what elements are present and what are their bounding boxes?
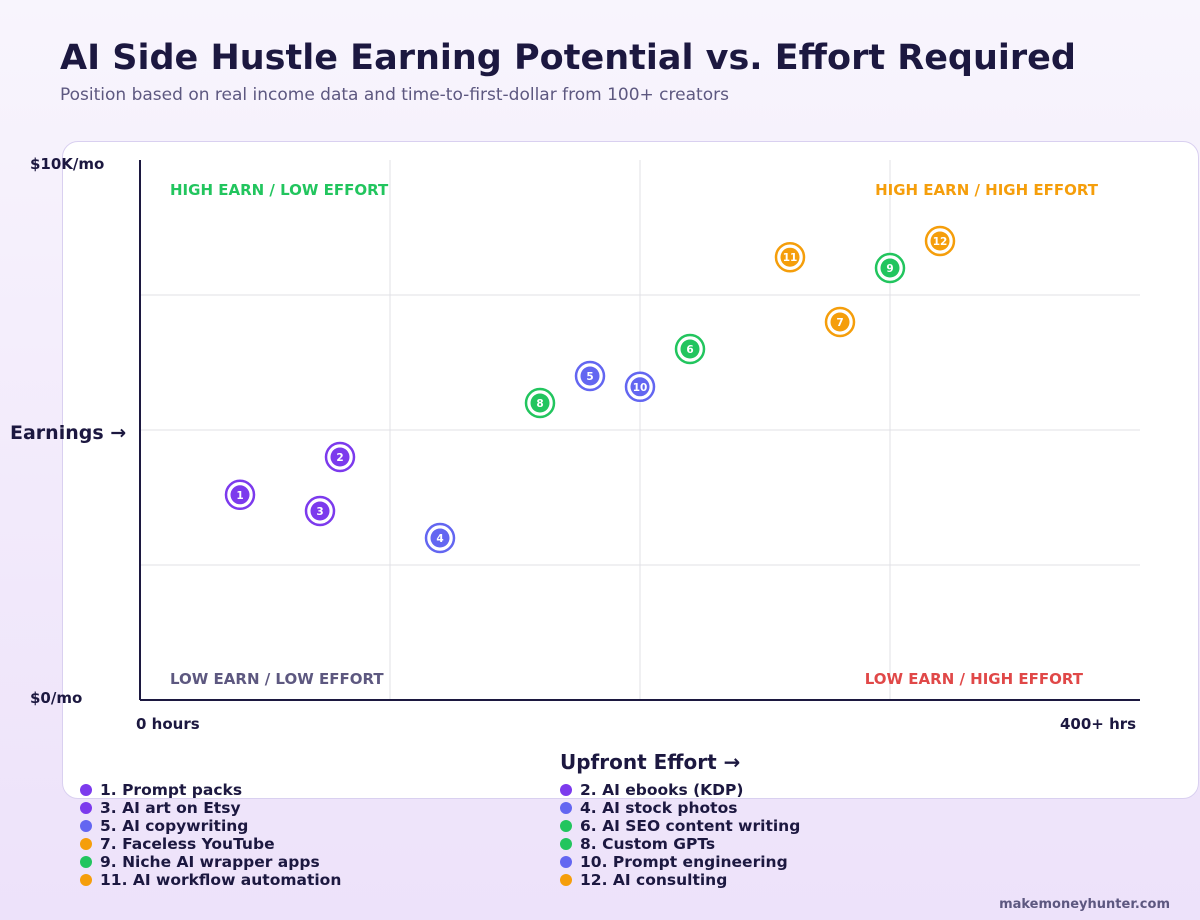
data-point-label: 9: [886, 263, 893, 275]
legend-label: 6. AI SEO content writing: [580, 817, 801, 835]
legend-item: 12. AI consulting: [560, 871, 727, 889]
legend-label: 3. AI art on Etsy: [100, 799, 241, 817]
legend-label: 9. Niche AI wrapper apps: [100, 853, 320, 871]
legend-item: 6. AI SEO content writing: [560, 817, 800, 835]
legend-label: 10. Prompt engineering: [580, 853, 788, 871]
legend-item: 7. Faceless YouTube: [80, 835, 275, 853]
data-point: [830, 312, 850, 332]
legend-label: 4. AI stock photos: [580, 799, 738, 817]
legend-dot: [560, 820, 572, 832]
legend-dot: [80, 802, 92, 814]
data-point: [930, 231, 950, 251]
y-tick-bottom: $0/mo: [30, 689, 83, 707]
x-tick-left: 0 hours: [136, 715, 200, 733]
quadrant-label-high-earn-high-effort: HIGH EARN / HIGH EFFORT: [875, 181, 1099, 199]
x-axis-label: Upfront Effort →: [560, 750, 741, 774]
legend-dot: [80, 820, 92, 832]
quadrant-label-low-earn-low-effort: LOW EARN / LOW EFFORT: [170, 670, 384, 688]
legend-dot: [560, 856, 572, 868]
x-tick-right: 400+ hrs: [1060, 715, 1137, 733]
data-point: [430, 528, 450, 548]
legend-dot: [80, 874, 92, 886]
legend-item: 8. Custom GPTs: [560, 835, 715, 853]
legend-dot: [80, 784, 92, 796]
legend-item: 1. Prompt packs: [80, 781, 242, 799]
chart-subtitle: Position based on real income data and t…: [60, 85, 729, 105]
data-point-label: 11: [783, 252, 798, 264]
data-point-label: 3: [316, 506, 323, 518]
data-point-label: 2: [336, 452, 343, 464]
data-point-label: 5: [586, 371, 593, 383]
data-point-label: 4: [436, 533, 443, 545]
data-point-label: 8: [536, 398, 543, 410]
legend-label: 7. Faceless YouTube: [100, 835, 275, 853]
quadrant-label-low-earn-high-effort: LOW EARN / HIGH EFFORT: [865, 670, 1084, 688]
legend-dot: [560, 874, 572, 886]
data-point: [330, 447, 350, 467]
data-point-label: 7: [836, 317, 843, 329]
chart-title: AI Side Hustle Earning Potential vs. Eff…: [60, 38, 1076, 78]
legend-item: 2. AI ebooks (KDP): [560, 781, 743, 799]
data-point-label: 1: [236, 490, 243, 502]
data-point-label: 10: [633, 382, 648, 394]
legend-item: 4. AI stock photos: [560, 799, 737, 817]
quadrant-label-high-earn-low-effort: HIGH EARN / LOW EFFORT: [170, 181, 389, 199]
legend-item: 11. AI workflow automation: [80, 871, 341, 889]
legend-dot: [560, 802, 572, 814]
legend-item: 3. AI art on Etsy: [80, 799, 241, 817]
legend-item: 5. AI copywriting: [80, 817, 248, 835]
data-point-label: 6: [686, 344, 693, 356]
legend-item: 9. Niche AI wrapper apps: [80, 853, 320, 871]
y-axis-label: Earnings →: [10, 422, 127, 444]
legend-label: 1. Prompt packs: [100, 781, 243, 799]
legend-dot: [560, 784, 572, 796]
data-point: [630, 377, 650, 397]
legend-label: 11. AI workflow automation: [100, 871, 342, 889]
chart-card: [62, 141, 1199, 799]
legend-label: 2. AI ebooks (KDP): [580, 781, 744, 799]
legend-label: 8. Custom GPTs: [580, 835, 716, 853]
data-point: [680, 339, 700, 359]
watermark: makemoneyhunter.com: [999, 897, 1170, 912]
legend-item: 10. Prompt engineering: [560, 853, 788, 871]
legend-dot: [560, 838, 572, 850]
legend-dot: [80, 856, 92, 868]
data-point-label: 12: [933, 236, 948, 248]
data-point: [580, 366, 600, 386]
legend-dot: [80, 838, 92, 850]
data-point: [310, 501, 330, 521]
data-point: [530, 393, 550, 413]
legend-label: 5. AI copywriting: [100, 817, 249, 835]
data-point: [230, 485, 250, 505]
legend-label: 12. AI consulting: [580, 871, 728, 889]
data-point: [880, 258, 900, 278]
y-tick-top: $10K/mo: [30, 155, 105, 173]
data-point: [780, 247, 800, 267]
